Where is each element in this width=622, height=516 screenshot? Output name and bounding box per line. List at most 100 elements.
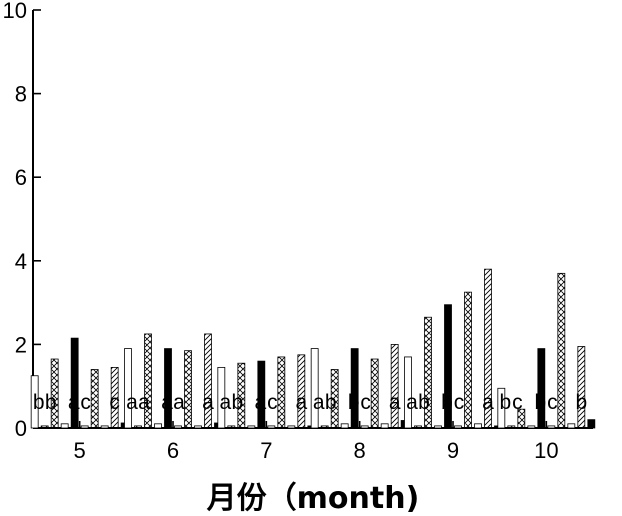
bar-series-8-month-7: [287, 425, 296, 429]
bar-series-6-month-9: [454, 425, 462, 429]
bar-series-8-month-6: [194, 425, 202, 429]
significance-letter: c: [360, 391, 371, 414]
x-tick-label: 8: [354, 438, 366, 463]
y-tick-label: 2: [15, 332, 27, 357]
bar-series-8-month-5: [100, 425, 109, 429]
bar-series-4-month-5: [60, 423, 69, 429]
bar-series-7-month-6: [184, 350, 192, 429]
significance-letter: c: [512, 391, 523, 414]
bar-series-7-month-7: [277, 356, 286, 429]
significance-letter: a: [138, 391, 150, 414]
significance-letter: a: [313, 391, 325, 414]
bar-series-9-month-6: [204, 333, 212, 429]
bar-series-5-month-9: [444, 304, 452, 429]
bar-series-1-month-8: [310, 348, 319, 429]
significance-letter: b: [499, 391, 511, 414]
bar-series-group: [30, 268, 596, 429]
y-tick-label: 0: [15, 416, 27, 441]
bar-series-2-month-8: [320, 425, 329, 429]
bar-series-6-month-5: [80, 425, 89, 429]
bar-series-9-month-7: [297, 354, 306, 429]
bar-series-6-month-7: [267, 425, 276, 429]
y-tick-label: 6: [15, 165, 27, 190]
bar-series-6-month-6: [174, 425, 182, 429]
significance-letter: b: [348, 391, 360, 414]
bar-series-8-month-10: [567, 423, 576, 429]
significance-letter: a: [173, 391, 185, 414]
bar-series-4-month-7: [247, 425, 256, 429]
y-tick-label: 4: [15, 249, 27, 274]
bar-series-6-month-10: [547, 425, 556, 429]
bar-series-9-month-9: [484, 268, 492, 429]
significance-letter: a: [406, 391, 418, 414]
significance-letter: b: [575, 391, 587, 414]
bar-series-5-month-10: [537, 348, 546, 429]
significance-letter: c: [267, 391, 278, 414]
bar-series-9-month-10: [577, 346, 586, 429]
significance-letter: a: [161, 391, 173, 414]
bar-series-3-month-5: [50, 358, 59, 429]
bar-series-2-month-5: [40, 425, 49, 429]
significance-letter: c: [109, 391, 120, 414]
bar-series-5-month-5: [70, 337, 79, 429]
bar-series-5-month-6: [164, 348, 172, 429]
bar-series-4-month-8: [340, 423, 349, 429]
significance-letter: a: [68, 391, 80, 414]
bar-series-5-month-8: [350, 348, 359, 429]
bar-series-4-month-10: [527, 425, 536, 429]
bar-series-7-month-8: [370, 358, 379, 429]
significance-letter: b: [45, 391, 57, 414]
bar-series-8-month-9: [474, 423, 482, 429]
significance-letter: c: [454, 391, 465, 414]
significance-letter: b: [33, 391, 45, 414]
bar-series-4-month-9: [434, 425, 442, 429]
bar-series-10-month-10: [587, 419, 596, 429]
significance-letter: a: [482, 391, 494, 414]
bar-series-4-month-6: [154, 423, 162, 429]
x-axis-title: 月份（month): [207, 481, 420, 516]
bar-series-1-month-7: [217, 366, 226, 429]
significance-letter: b: [325, 391, 337, 414]
significance-letter: b: [534, 391, 546, 414]
x-tick-label: 5: [74, 438, 86, 463]
bar-series-2-month-9: [414, 425, 422, 429]
bar-series-6-month-8: [360, 425, 369, 429]
significance-letter: a: [126, 391, 138, 414]
significance-letter: b: [231, 391, 243, 414]
significance-letter: b: [418, 391, 430, 414]
significance-letter: a: [389, 391, 401, 414]
bar-series-3-month-8: [330, 369, 339, 429]
y-tick-label: 8: [15, 82, 27, 107]
bar-series-7-month-9: [464, 291, 472, 429]
bar-series-9-month-8: [390, 343, 399, 429]
bar-series-9-month-5: [110, 366, 119, 429]
significance-letter: a: [219, 391, 231, 414]
significance-letter: a: [295, 391, 307, 414]
x-tick-label: 10: [534, 438, 558, 463]
bar-series-2-month-6: [134, 425, 142, 429]
bar-series-8-month-8: [380, 423, 389, 429]
bar-series-3-month-9: [424, 316, 432, 429]
bar-series-3-month-6: [144, 333, 152, 429]
bar-series-7-month-5: [90, 369, 99, 429]
significance-letter: a: [202, 391, 214, 414]
bar-series-1-month-9: [404, 356, 412, 429]
bar-series-3-month-10: [517, 408, 526, 429]
x-tick-label: 9: [447, 438, 459, 463]
bar-series-5-month-7: [257, 360, 266, 429]
y-tick-label: 10: [3, 0, 27, 23]
significance-letter: a: [254, 391, 266, 414]
bar-series-3-month-7: [237, 362, 246, 429]
bar-series-7-month-10: [557, 272, 566, 429]
bar-series-1-month-6: [124, 348, 132, 429]
x-tick-label: 7: [260, 438, 272, 463]
significance-letter: c: [80, 391, 91, 414]
significance-letter: b: [441, 391, 453, 414]
bar-series-1-month-5: [30, 375, 39, 429]
bar-series-2-month-7: [227, 425, 236, 429]
x-tick-label: 6: [167, 438, 179, 463]
significance-letter: c: [547, 391, 558, 414]
bar-series-2-month-10: [507, 425, 516, 429]
